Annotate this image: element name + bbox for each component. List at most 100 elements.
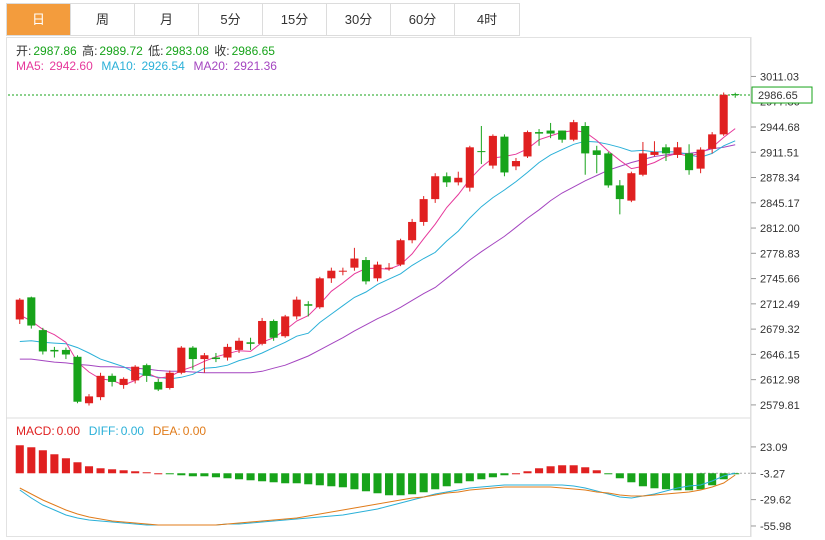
candle-body (61, 349, 70, 355)
candle-body (638, 153, 647, 175)
candle-body (15, 299, 24, 320)
y-tick-label: 2878.34 (760, 173, 800, 185)
candle-body (119, 378, 128, 385)
macd-bar (638, 473, 647, 487)
macd-bar (442, 473, 451, 487)
macd-bar (511, 473, 521, 475)
tab-5[interactable]: 30分 (327, 4, 391, 35)
candle-body (361, 260, 370, 282)
ma20-value: 2921.36 (233, 59, 277, 73)
period-tabs: 日周月 5分 15分 30分 60分 4时 (6, 3, 520, 36)
macd-bar (661, 473, 671, 490)
macd-bar (569, 465, 578, 474)
candle-body (546, 130, 555, 134)
candle-body (292, 299, 301, 317)
y-tick-label: 2745.66 (760, 274, 800, 286)
macd-bar (234, 473, 244, 480)
candle-body (408, 221, 417, 241)
candle-body (500, 136, 509, 173)
ma10-label: MA10: (101, 59, 137, 73)
macd-bar (627, 473, 636, 483)
candle-body (673, 147, 682, 155)
macd-bar (304, 473, 313, 485)
tab-4[interactable]: 15分 (263, 4, 327, 35)
macd-row: MACD: 0.00 DIFF: 0.00 DEA: 0.00 (16, 424, 208, 438)
candle-body (696, 149, 705, 169)
y-tick-label: 2911.51 (760, 147, 799, 159)
candle-body (177, 347, 186, 373)
y-tick-label: 2944.68 (760, 122, 800, 134)
macd-bar (269, 473, 278, 483)
candle-body (188, 347, 197, 360)
macd-bar (61, 458, 70, 474)
open-label: 开: (16, 44, 32, 58)
dea-label: DEA: (152, 424, 181, 438)
macd-bar (408, 473, 417, 495)
high-value: 2989.72 (99, 44, 143, 58)
y-tick-label: 2646.15 (760, 349, 800, 361)
macd-bar (108, 469, 117, 474)
macd-bar (465, 473, 474, 482)
candle-body (327, 270, 336, 279)
macd-bar (558, 465, 567, 474)
ma5-line (19, 128, 736, 386)
diff-label: DIFF: (88, 424, 119, 438)
candle-body (569, 122, 578, 140)
macd-bar (454, 473, 463, 484)
tab-7[interactable]: 4时 (476, 12, 498, 27)
macd-bar (211, 473, 220, 478)
tab-0[interactable]: 日 (7, 4, 71, 35)
candle-body (442, 176, 451, 183)
candle-body (719, 94, 728, 135)
macd-bar (696, 473, 705, 490)
macd-bar (258, 473, 267, 482)
macd-bar (223, 473, 232, 479)
candle-body (604, 153, 613, 186)
tab-6[interactable]: 60分 (391, 4, 455, 35)
candle-body (661, 147, 671, 154)
ma5-label: MA5: (16, 59, 45, 73)
macd-bar (200, 473, 209, 477)
candle-body (373, 264, 382, 279)
macd-bar (73, 462, 82, 474)
candle-body (385, 267, 394, 269)
macd-bar (592, 470, 601, 474)
tab-2[interactable]: 月 (135, 4, 199, 35)
macd-bar (673, 473, 682, 491)
macd-bar (50, 454, 59, 474)
candle-body (454, 177, 463, 183)
candle-body (731, 94, 740, 96)
macd-y-tick-label: -29.62 (760, 495, 791, 507)
candle-body (558, 130, 567, 140)
candle-body (269, 320, 278, 338)
tab-3[interactable]: 5分 (199, 4, 263, 35)
macd-bar (373, 473, 382, 494)
candle-body (304, 304, 313, 306)
macd-bar (731, 473, 740, 475)
macd-bar (581, 467, 590, 474)
ma-row: MA5: 2942.60 MA10: 2926.54 MA20: 2921.36 (16, 59, 279, 73)
y-tick-label: 2845.17 (760, 198, 800, 210)
candle-body (108, 375, 117, 382)
candle-body (200, 355, 209, 360)
candle-body (73, 356, 82, 402)
macd-bar (165, 473, 174, 475)
candle-body (258, 320, 267, 344)
macd-bar (523, 471, 532, 474)
y-tick-label: 2612.98 (760, 375, 800, 387)
macd-bar (281, 473, 290, 484)
macd-bar (708, 473, 717, 486)
candle-body (419, 199, 428, 222)
macd-bar (131, 471, 140, 474)
macd-bar (154, 473, 163, 475)
candle-body (281, 316, 290, 337)
candle-body (315, 278, 324, 308)
macd-bar (361, 473, 370, 492)
ma5-value: 2942.60 (49, 59, 93, 73)
macd-bar (650, 473, 659, 489)
low-label: 低: (148, 44, 164, 58)
tab-1[interactable]: 周 (71, 4, 135, 35)
macd-bar (535, 468, 544, 474)
candle-body (96, 375, 105, 398)
